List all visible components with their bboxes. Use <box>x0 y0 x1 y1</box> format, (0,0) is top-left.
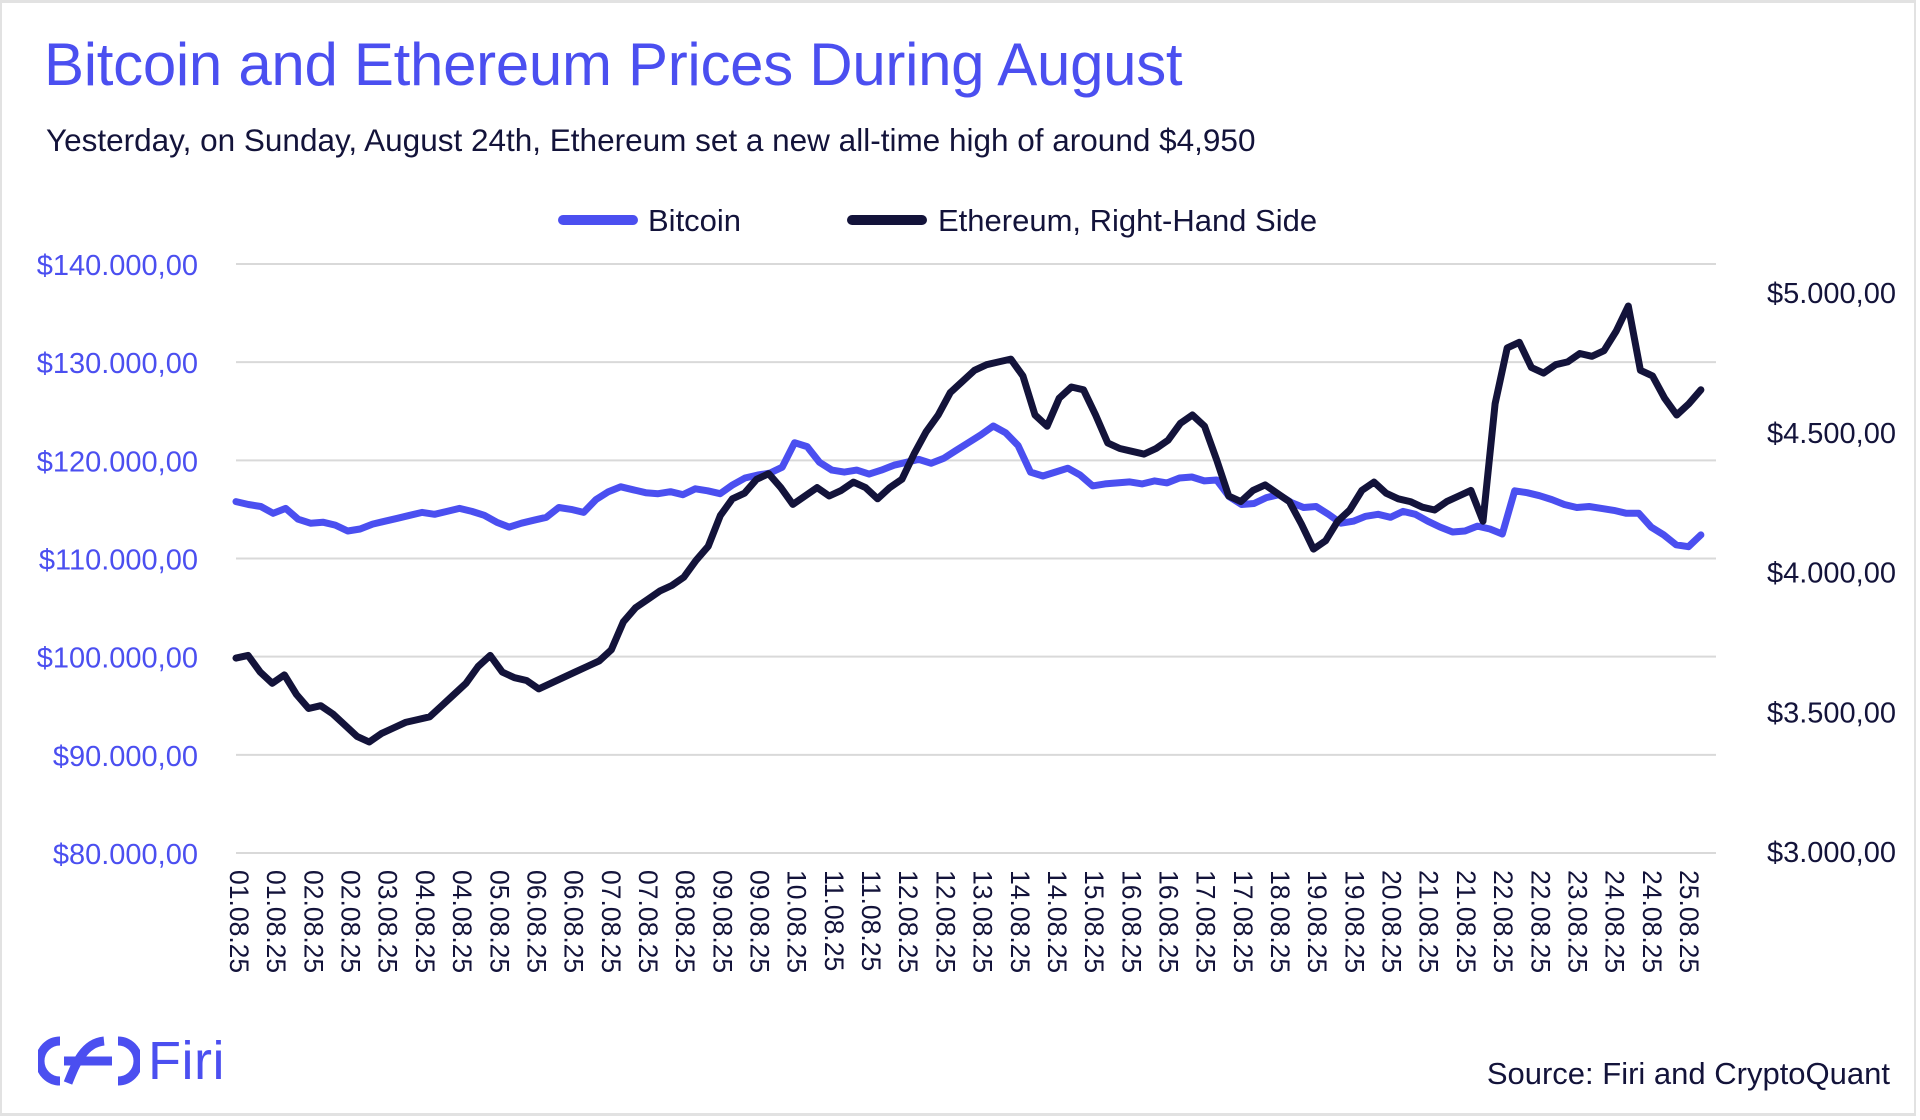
y-right-tick-label: $4.500,00 <box>1767 418 1896 450</box>
x-tick-label: 12.08.25 <box>930 870 960 973</box>
source-note: Source: Firi and CryptoQuant <box>1486 1056 1890 1091</box>
x-tick-label: 25.08.25 <box>1674 870 1704 973</box>
x-tick-label: 16.08.25 <box>1153 870 1183 973</box>
legend-label-ethereum: Ethereum, Right-Hand Side <box>938 203 1317 238</box>
x-tick-label: 07.08.25 <box>633 870 663 973</box>
firi-logo-icon <box>38 1036 140 1086</box>
x-tick-label: 17.08.25 <box>1228 870 1258 973</box>
firi-logo: Firi <box>38 1030 225 1092</box>
x-tick-label: 17.08.25 <box>1191 870 1221 973</box>
x-tick-label: 01.08.25 <box>224 870 254 973</box>
y-left-tick-label: $110.000,00 <box>39 545 198 577</box>
series-line-ethereum <box>232 302 1705 746</box>
y-right-tick-label: $3.500,00 <box>1767 697 1896 729</box>
y-left-tick-label: $130.000,00 <box>37 348 198 380</box>
x-tick-label: 06.08.25 <box>521 870 551 973</box>
x-tick-label: 13.08.25 <box>968 870 998 973</box>
y-left-tick-label: $120.000,00 <box>37 446 198 478</box>
x-tick-label: 23.08.25 <box>1562 870 1592 973</box>
y-left-tick-label: $80.000,00 <box>53 839 198 871</box>
x-tick-label: 08.08.25 <box>670 870 700 973</box>
x-tick-label: 02.08.25 <box>298 870 328 973</box>
x-tick-label: 14.08.25 <box>1005 870 1035 973</box>
x-tick-label: 19.08.25 <box>1339 870 1369 973</box>
gridlines <box>236 263 1716 854</box>
x-tick-label: 02.08.25 <box>336 870 366 973</box>
x-tick-label: 04.08.25 <box>410 870 440 973</box>
x-tick-label: 03.08.25 <box>373 870 403 973</box>
x-tick-label: 21.08.25 <box>1414 870 1444 973</box>
x-tick-label: 05.08.25 <box>484 870 514 973</box>
x-tick-label: 09.08.25 <box>707 870 737 973</box>
y-left-tick-label: $140.000,00 <box>37 250 198 282</box>
y-axis-right: $3.000,00 $3.500,00 $4.000,00 $4.500,00 $5.0… <box>1767 278 1896 869</box>
x-tick-label: 04.08.25 <box>447 870 477 973</box>
x-tick-label: 14.08.25 <box>1042 870 1072 973</box>
x-tick-label: 01.08.25 <box>261 870 291 973</box>
chart-title: Bitcoin and Ethereum Prices During Augus… <box>44 31 1183 98</box>
y-left-tick-label: $90.000,00 <box>53 741 198 773</box>
series-group <box>232 302 1705 746</box>
series-line-bitcoin <box>232 422 1705 551</box>
x-tick-label: 09.08.25 <box>745 870 775 973</box>
x-tick-label: 15.08.25 <box>1079 870 1109 973</box>
y-axis-left: $80.000,00 $90.000,00 $100.000,00 $110.000,… <box>37 250 198 871</box>
legend-label-bitcoin: Bitcoin <box>648 203 741 238</box>
x-tick-label: 24.08.25 <box>1600 870 1630 973</box>
legend: Bitcoin Ethereum, Right-Hand Side <box>558 203 1317 238</box>
y-right-tick-label: $4.000,00 <box>1767 558 1896 590</box>
x-tick-label: 12.08.25 <box>893 870 923 973</box>
y-right-tick-label: $5.000,00 <box>1767 278 1896 310</box>
y-left-tick-label: $100.000,00 <box>37 643 198 675</box>
chart-subtitle: Yesterday, on Sunday, August 24th, Ether… <box>46 122 1256 158</box>
x-tick-label: 07.08.25 <box>596 870 626 973</box>
x-tick-label: 10.08.25 <box>782 870 812 973</box>
x-tick-label: 22.08.25 <box>1488 870 1518 973</box>
x-tick-label: 18.08.25 <box>1265 870 1295 973</box>
x-tick-label: 11.08.25 <box>856 870 886 971</box>
x-tick-label: 19.08.25 <box>1302 870 1332 973</box>
x-tick-label: 16.08.25 <box>1116 870 1146 973</box>
x-tick-label: 21.08.25 <box>1451 870 1481 973</box>
x-tick-label: 20.08.25 <box>1377 870 1407 973</box>
x-tick-label: 11.08.25 <box>819 870 849 971</box>
x-tick-label: 22.08.25 <box>1525 870 1555 973</box>
y-right-tick-label: $3.000,00 <box>1767 837 1896 869</box>
x-tick-label: 24.08.25 <box>1637 870 1667 973</box>
x-tick-label: 06.08.25 <box>559 870 589 973</box>
firi-logo-text: Firi <box>148 1031 225 1091</box>
x-axis: 01.08.25 01.08.25 02.08.25 02.08.25 03.08.25… <box>224 870 1704 973</box>
